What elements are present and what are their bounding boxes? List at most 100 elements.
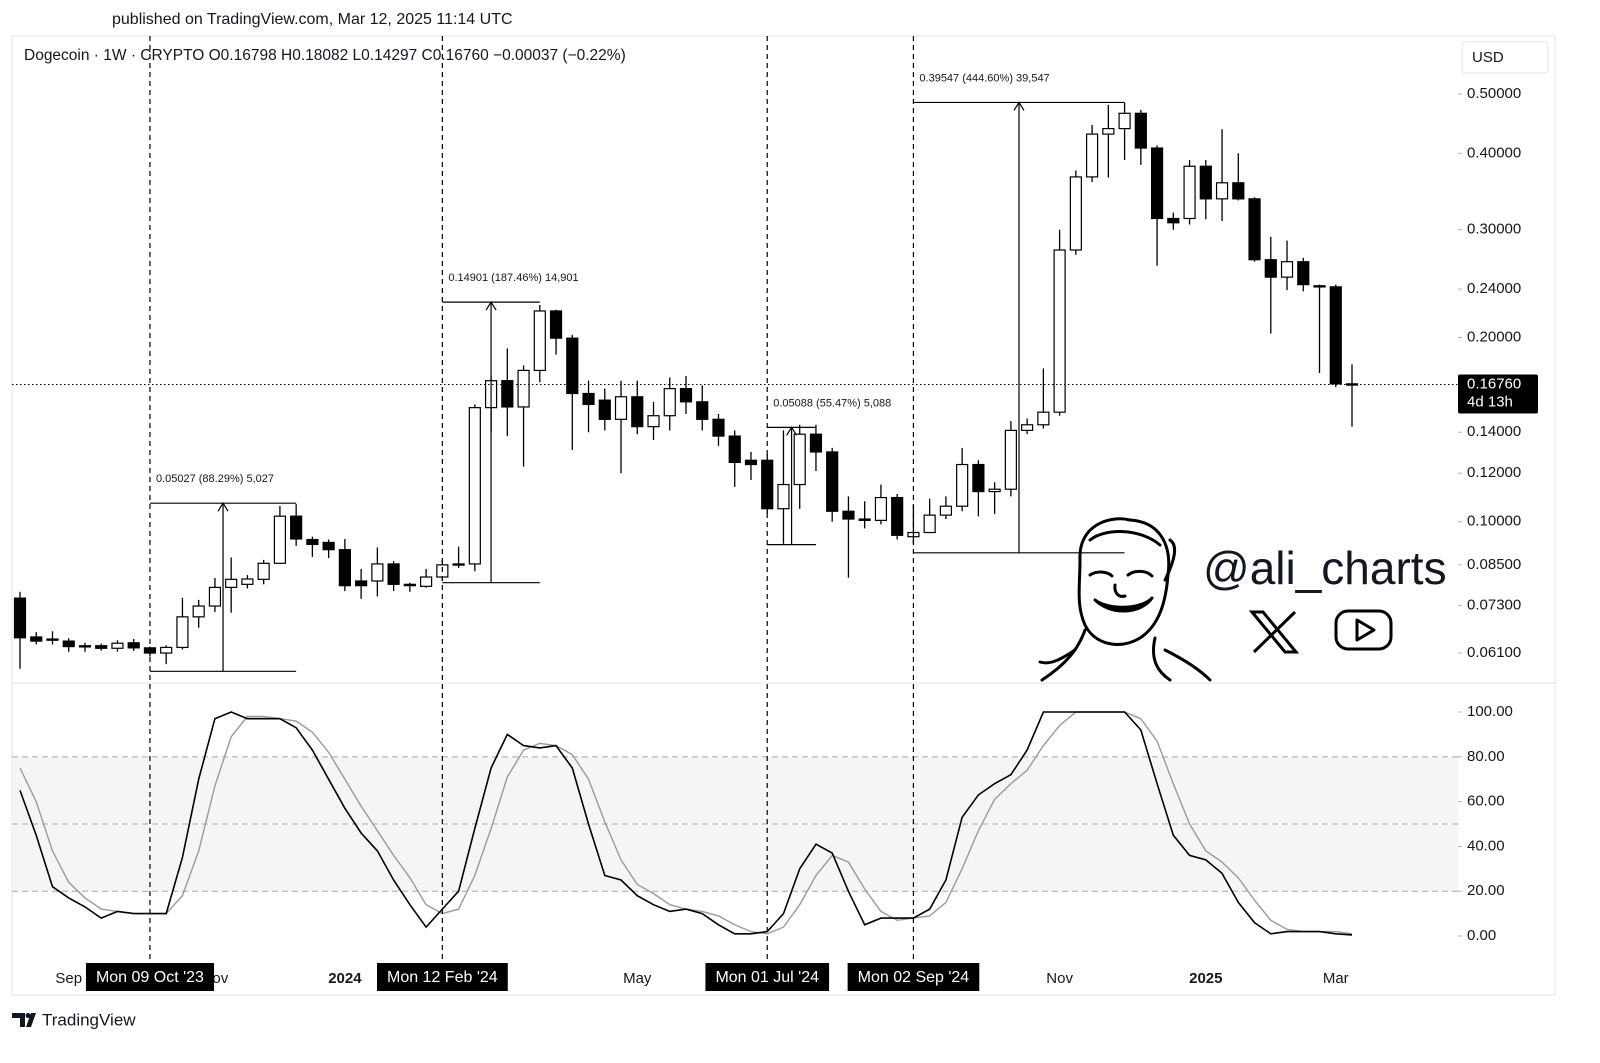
candle-body [761,459,774,510]
y-tick-label: 80.00 [1467,748,1505,765]
candle-body [647,415,660,428]
candle-body [793,433,806,486]
measure-label: 0.39547 (444.60%) 39,547 [919,72,1049,84]
candle-body [712,418,725,437]
candle-body [1313,285,1326,288]
candle-body [95,645,108,649]
stoch-line [19,711,1353,936]
candle-body [923,514,936,534]
measure-arrowhead [217,502,229,512]
date-marker-box [847,963,980,991]
y-tick-label: 0.00 [1467,927,1496,944]
candle-body [192,605,205,618]
candle-body [225,578,238,588]
date-marker-label: Mon 01 Jul '24 [715,969,819,986]
handle: @ali_charts [1203,542,1447,594]
x-tick-label: 2025 [1189,970,1222,987]
y-tick-label: 0.14000 [1467,423,1521,440]
candle-body [1297,261,1310,286]
x-icon [1248,610,1300,654]
candle-body [1183,165,1196,220]
x-tick-label: Mar [1323,970,1349,987]
date-marker-box [705,963,830,991]
candle-body [208,586,222,607]
candle-body [809,433,823,453]
candle-body [874,496,888,521]
candle-body [631,396,644,428]
candle-body [290,515,303,540]
date-marker-box [85,963,215,991]
last-price-label: 0.16760 [1467,375,1521,392]
y-tick-label: 0.50000 [1467,85,1521,102]
candle-body [1232,182,1245,200]
candle-body [1021,424,1034,431]
candle-body [728,435,741,463]
candle-body [1004,429,1017,490]
candle-body [549,310,563,339]
candle-body [1264,259,1277,278]
candle-body [1118,112,1131,130]
candle-body [111,642,124,649]
candle-body [322,541,335,551]
candle-body [1215,182,1229,200]
candle-body [1069,176,1082,251]
candle-body [1248,198,1261,261]
candle-body [744,459,758,466]
candle-body [306,538,319,546]
candle-body [826,451,839,512]
candle-body [241,578,254,585]
y-tick-label: 60.00 [1467,793,1505,810]
countdown-label: 4d 13h [1467,393,1513,410]
candle-body [30,636,43,642]
measure-label: 0.14901 (187.46%) 14,901 [448,272,578,284]
candle-body [1102,127,1115,135]
last-price-box [1458,374,1538,414]
currency: USD [1472,49,1504,66]
x-tick-label: Sep [55,970,82,987]
candle-body [127,642,140,649]
candle-body [452,563,465,566]
candle-body [46,638,59,641]
candle-body [517,369,530,408]
y-tick-label: 0.12000 [1467,464,1521,481]
candle-body [1053,249,1066,413]
measure-arrowhead [786,426,798,436]
candle-body [1167,217,1180,224]
candle-body [582,392,595,405]
measure-label: 0.05027 (88.29%) 5,027 [156,473,274,485]
date-marker-label: Mon 02 Sep '24 [858,969,970,986]
candle-body [939,505,953,516]
candle-body [257,562,270,580]
candle-body [858,518,871,521]
candle-body [78,645,92,648]
x-tick-label: May [623,970,652,987]
currency-box[interactable] [1461,41,1549,74]
candle-body [533,310,546,372]
candle-body [371,563,384,582]
published-note: published on TradingView.com, Mar 12, 20… [112,11,513,28]
y-tick-label: 0.10000 [1467,513,1521,530]
candle-body [355,580,368,587]
candle-body [419,576,433,587]
candle-body [566,337,579,395]
x-tick-label: Nov [1046,970,1073,987]
candle-body [273,515,287,564]
candle-body [403,583,416,587]
candle-body [663,388,676,417]
avatar [1038,517,1212,682]
candle-body [598,399,611,420]
footer-brand: TradingView [42,1010,136,1029]
measure-arrowhead [485,300,497,311]
youtube-icon [1334,609,1393,651]
chart-frame [11,35,1556,996]
candle-body [1150,147,1164,220]
candle-body [13,597,27,639]
legend: Dogecoin · 1W · CRYPTO O0.16798 H0.18082… [24,47,626,64]
candle-body [387,563,400,585]
measure-label: 0.05088 (55.47%) 5,088 [773,397,891,409]
candle-body [501,380,514,408]
x-tick-label: 2024 [328,970,362,987]
y-tick-label: 100.00 [1467,703,1513,720]
candle-body [468,407,481,565]
